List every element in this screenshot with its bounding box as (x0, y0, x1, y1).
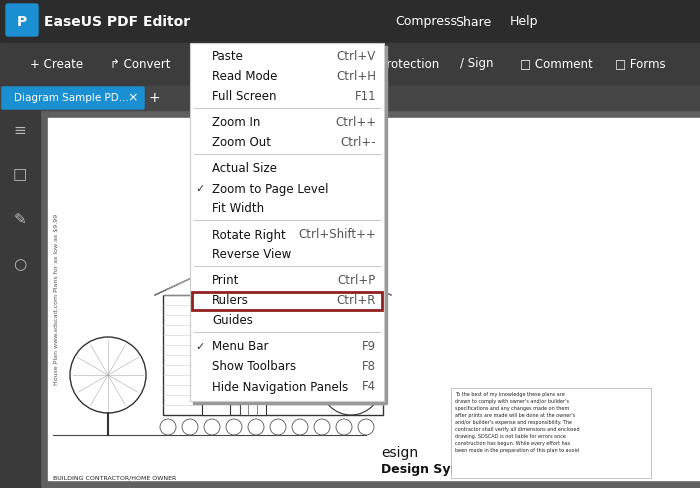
Bar (202, 360, 230, 415)
Text: House Plan www.sdscad.com Plans for as low as $9.99: House Plan www.sdscad.com Plans for as l… (55, 213, 60, 385)
Bar (371, 118, 700, 480)
Text: Zoom In: Zoom In (212, 117, 260, 129)
Text: Fit Width: Fit Width (212, 203, 264, 216)
Text: ◊ Protection: ◊ Protection (370, 58, 440, 70)
Bar (240, 380, 266, 415)
Text: ↱ Convert: ↱ Convert (110, 58, 171, 70)
Text: BUILDING CONTRACTOR/HOME OWNER: BUILDING CONTRACTOR/HOME OWNER (53, 475, 176, 480)
Text: ✓: ✓ (195, 342, 204, 352)
Text: Zoom Out: Zoom Out (212, 137, 271, 149)
Text: Reverse View: Reverse View (212, 248, 291, 262)
Text: Rotate Right: Rotate Right (212, 228, 286, 242)
Text: Rulers: Rulers (212, 294, 249, 307)
Text: ✓: ✓ (195, 184, 204, 194)
Text: Print: Print (212, 274, 239, 287)
Text: / Sign: / Sign (460, 58, 494, 70)
Text: ×: × (127, 92, 139, 104)
Text: To the best of my knowledge these plans are
drawn to comply with owner's and/or : To the best of my knowledge these plans … (455, 392, 580, 453)
Bar (0, 43, 700, 86)
Text: F9: F9 (362, 341, 376, 353)
Text: Read Mode: Read Mode (212, 70, 277, 83)
Bar (193, 46, 387, 404)
Text: Ctrl+Shift++: Ctrl+Shift++ (298, 228, 376, 242)
Text: Menu Bar: Menu Bar (212, 341, 269, 353)
Bar (0, 86, 700, 110)
Text: F8: F8 (362, 361, 376, 373)
Text: Ctrl+-: Ctrl+- (340, 137, 376, 149)
Text: Compress: Compress (395, 16, 457, 28)
Bar (48, 118, 371, 480)
Text: □ Forms: □ Forms (615, 58, 666, 70)
Text: □: □ (13, 167, 27, 183)
Bar (268, 315, 323, 357)
Text: Actual Size: Actual Size (212, 163, 277, 176)
Text: esign: esign (381, 446, 418, 460)
Text: Zoom to Page Level: Zoom to Page Level (212, 183, 328, 196)
Text: EaseUS PDF Editor: EaseUS PDF Editor (44, 15, 190, 29)
Text: P: P (17, 15, 27, 29)
FancyBboxPatch shape (2, 87, 144, 109)
FancyBboxPatch shape (6, 4, 38, 36)
Bar (0, 0, 700, 43)
Text: +: + (148, 91, 160, 105)
Text: Share: Share (455, 16, 491, 28)
Text: Help: Help (510, 16, 538, 28)
Text: Paste: Paste (212, 50, 244, 63)
Text: Guides: Guides (212, 314, 253, 327)
Text: + Create: + Create (30, 58, 83, 70)
Text: Show Toolbars: Show Toolbars (212, 361, 296, 373)
Text: ✎: ✎ (13, 212, 27, 227)
Bar (0, 110, 40, 488)
Text: Ctrl+V: Ctrl+V (337, 50, 376, 63)
Bar (163, 295, 383, 415)
Text: ≡: ≡ (13, 122, 27, 138)
Bar (190, 43, 384, 401)
Text: Ctrl+P: Ctrl+P (337, 274, 376, 287)
Bar (236, 230, 248, 265)
Text: F11: F11 (354, 90, 376, 103)
Text: Ctrl++: Ctrl++ (335, 117, 376, 129)
Bar (451, 388, 651, 478)
Text: □ Comment: □ Comment (520, 58, 593, 70)
Text: Design Systems: Design Systems (381, 464, 493, 476)
Text: Ctrl+H: Ctrl+H (336, 70, 376, 83)
Text: Ctrl+R: Ctrl+R (337, 294, 376, 307)
Bar (192, 292, 382, 310)
Text: Full Screen: Full Screen (212, 90, 276, 103)
Text: F4: F4 (362, 381, 376, 393)
Text: ○: ○ (13, 258, 27, 272)
Text: Diagram Sample PD...: Diagram Sample PD... (14, 93, 129, 103)
Text: Hide Navigation Panels: Hide Navigation Panels (212, 381, 349, 393)
